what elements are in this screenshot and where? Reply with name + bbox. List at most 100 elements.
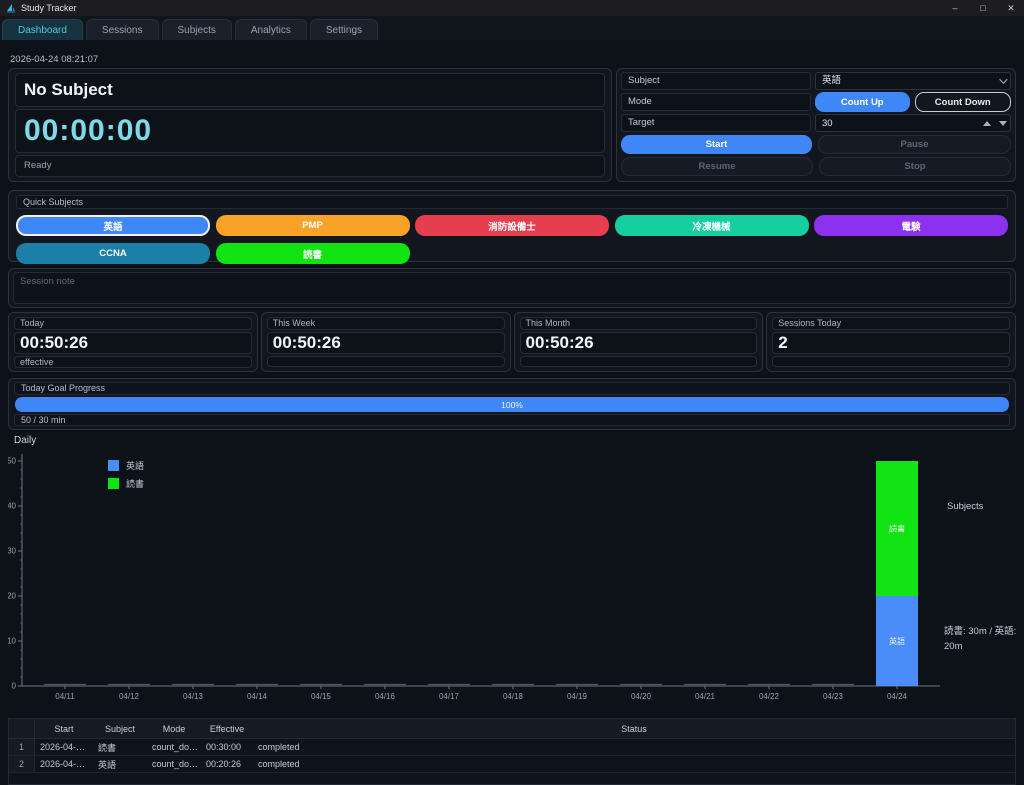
tab-settings[interactable]: Settings (309, 19, 379, 40)
control-panel: Subject 英語 Mode Count Up Count Down Targ… (616, 68, 1016, 182)
spin-down-icon[interactable] (998, 117, 1008, 129)
session-note-input[interactable] (13, 272, 1011, 304)
close-button[interactable]: ✕ (1007, 2, 1015, 13)
svg-text:読書: 読書 (889, 524, 905, 534)
stat-card-month: This Month 00:50:26 (513, 312, 764, 372)
chart-legend-title: Subjects (947, 501, 984, 512)
stat-value: 00:50:26 (266, 332, 505, 354)
col-mode[interactable]: Mode (162, 723, 186, 734)
stat-card-week: This Week 00:50:26 (260, 312, 511, 372)
maximize-button[interactable]: □ (980, 2, 986, 13)
titlebar: Study Tracker – □ ✕ (0, 0, 1024, 16)
cell-effective: 00:30:00 (206, 742, 242, 752)
subject-select[interactable]: 英語 (815, 72, 1011, 90)
quick-subject-eigo[interactable]: 英語 (16, 215, 210, 236)
svg-text:10: 10 (8, 637, 17, 646)
chart-title: Daily (14, 435, 37, 446)
quick-subject-reito[interactable]: 冷凍機械 (614, 215, 809, 236)
window-controls: – □ ✕ (948, 3, 1018, 14)
start-button[interactable]: Start (621, 135, 812, 154)
quick-subject-dokusho[interactable]: 読書 (215, 243, 410, 264)
svg-text:英語: 英語 (889, 636, 905, 646)
spin-up-icon[interactable] (982, 117, 992, 129)
quick-subjects-panel: Quick Subjects 英語 PMP 消防設備士 冷凍機械 電験 CCNA… (8, 190, 1016, 264)
svg-text:04/21: 04/21 (695, 692, 716, 701)
tab-analytics[interactable]: Analytics (234, 19, 307, 40)
svg-text:04/23: 04/23 (823, 692, 844, 701)
svg-text:04/16: 04/16 (375, 692, 396, 701)
goal-progress-panel: Today Goal Progress 100% 50 / 30 min (8, 378, 1016, 430)
legend-label: 英語 (126, 461, 145, 471)
timer-display: 00:00:00 (15, 109, 605, 153)
svg-text:04/13: 04/13 (183, 692, 204, 701)
cell-mode: count_do… (152, 742, 199, 752)
session-row[interactable]: 1 2026-04-… 読書 count_do… 00:30:00 comple… (9, 739, 1015, 756)
cell-start: 2026-04-… (40, 759, 86, 769)
stat-card-today: Today 00:50:26 effective (8, 312, 258, 372)
svg-text:0: 0 (12, 682, 17, 691)
col-effective[interactable]: Effective (209, 723, 245, 734)
quick-subjects-title: Quick Subjects (16, 195, 1008, 209)
minimize-button[interactable]: – (952, 2, 958, 13)
svg-text:04/18: 04/18 (503, 692, 524, 701)
table-body: 1 2026-04-… 読書 count_do… 00:30:00 comple… (9, 739, 1015, 773)
svg-text:04/22: 04/22 (759, 692, 780, 701)
cell-index: 1 (9, 739, 35, 755)
tab-subjects[interactable]: Subjects (161, 19, 232, 40)
quick-subject-shobo[interactable]: 消防設備士 (415, 215, 609, 236)
cell-index: 2 (9, 756, 35, 772)
target-spinbox[interactable]: 30 (815, 114, 1011, 132)
col-start[interactable]: Start (54, 723, 74, 734)
session-note-panel (8, 268, 1016, 308)
mode-label: Mode (621, 93, 811, 111)
stat-value: 2 (772, 332, 1010, 354)
current-datetime: 2026-04-24 08:21:07 (10, 54, 99, 65)
goal-progress-detail: 50 / 30 min (14, 414, 1010, 426)
legend-label: 読書 (126, 479, 145, 489)
svg-text:04/17: 04/17 (439, 692, 460, 701)
cell-start: 2026-04-… (40, 742, 86, 752)
cell-subject: 英語 (98, 759, 117, 770)
svg-text:04/15: 04/15 (311, 692, 332, 701)
stat-title: This Month (519, 317, 758, 330)
svg-text:50: 50 (8, 457, 17, 466)
app-icon (7, 4, 15, 13)
stat-title: Today (14, 317, 252, 330)
tab-bar: Dashboard Sessions Subjects Analytics Se… (0, 16, 1024, 40)
timer-status: Ready (15, 155, 605, 177)
svg-text:04/11: 04/11 (55, 692, 75, 701)
stat-title: Sessions Today (772, 317, 1010, 330)
goal-progress-fill (15, 397, 1009, 412)
count-up-button[interactable]: Count Up (815, 92, 910, 112)
goal-progress-percent: 100% (501, 399, 523, 410)
goal-progress-bar: 100% (15, 397, 1009, 412)
svg-text:40: 40 (8, 502, 17, 511)
chart-legend: 英語 読書 (108, 459, 144, 490)
quick-subject-pmp[interactable]: PMP (215, 215, 410, 236)
session-row[interactable]: 2 2026-04-… 英語 count_do… 00:20:26 comple… (9, 756, 1015, 773)
pause-button[interactable]: Pause (818, 135, 1011, 154)
svg-text:04/14: 04/14 (247, 692, 268, 701)
cell-subject: 読書 (98, 742, 117, 753)
quick-subject-denken[interactable]: 電験 (814, 215, 1008, 236)
stat-card-sessions: Sessions Today 2 (766, 312, 1016, 372)
col-status[interactable]: Status (621, 723, 647, 734)
resume-button[interactable]: Resume (621, 157, 813, 176)
timer-panel: No Subject 00:00:00 Ready (8, 68, 612, 182)
daily-chart-panel: Daily 0 10 20 30 40 50 04/11 04/12 04/13 04/14 04/… (7, 433, 1016, 713)
svg-text:30: 30 (8, 547, 17, 556)
legend-swatch (108, 478, 119, 489)
col-subject[interactable]: Subject (104, 723, 136, 734)
stat-footer (519, 356, 758, 367)
legend-item: 英語 (108, 459, 144, 472)
count-down-button[interactable]: Count Down (914, 92, 1011, 112)
tab-dashboard[interactable]: Dashboard (2, 19, 83, 40)
quick-subjects-grid: 英語 PMP 消防設備士 冷凍機械 電験 CCNA 読書 (16, 215, 1008, 264)
quick-subject-ccna[interactable]: CCNA (16, 243, 210, 264)
stop-button[interactable]: Stop (819, 157, 1011, 176)
stat-footer (266, 356, 505, 367)
tab-sessions[interactable]: Sessions (85, 19, 159, 40)
svg-text:20: 20 (8, 592, 17, 601)
table-header-row: Start Subject Mode Effective Status (9, 719, 1015, 739)
timer-subject: No Subject (15, 73, 605, 107)
